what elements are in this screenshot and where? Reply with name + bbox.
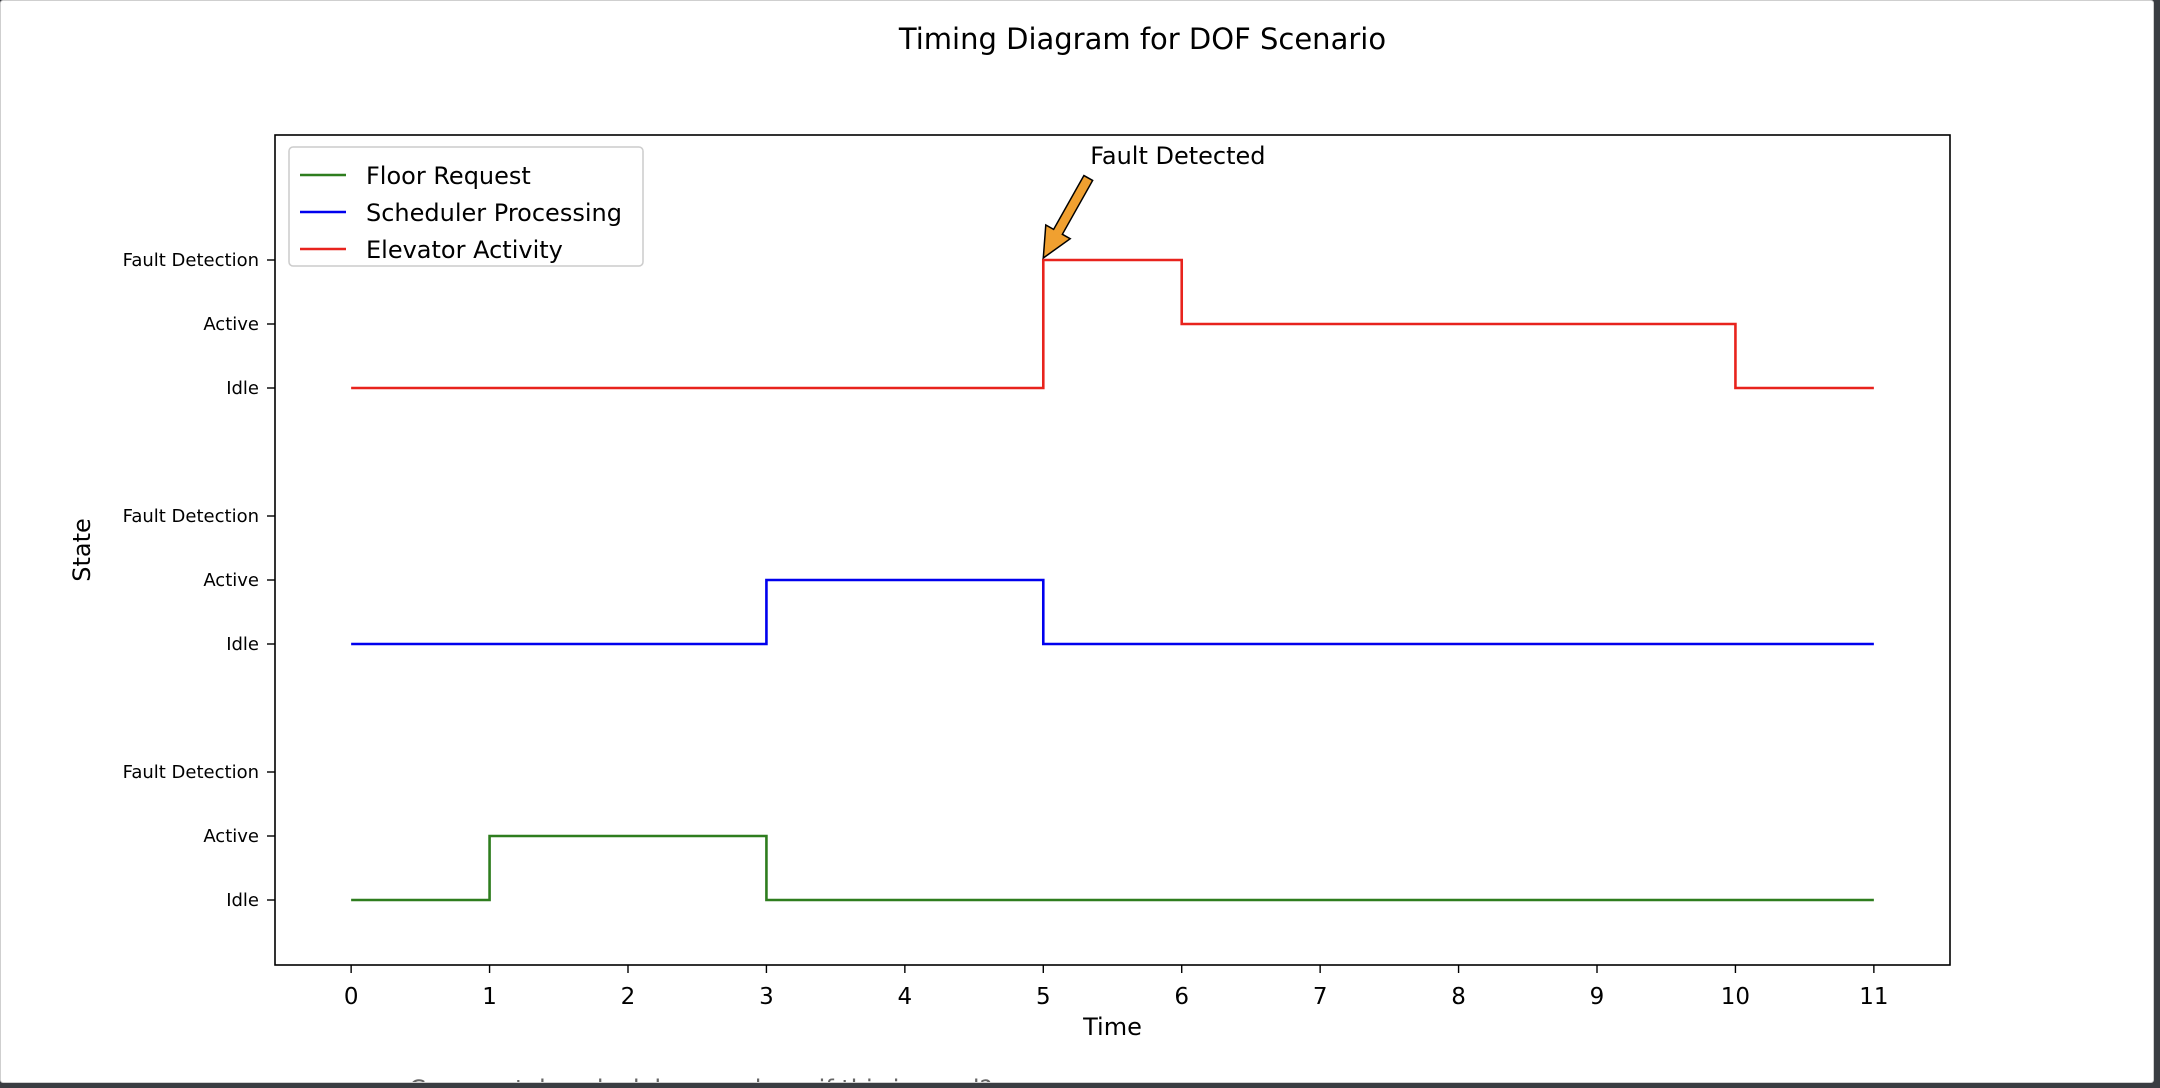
y-tick-label: Active xyxy=(203,314,259,335)
x-axis-label: Time xyxy=(1082,1013,1142,1041)
x-tick-label: 11 xyxy=(1859,984,1888,1010)
legend-label: Scheduler Processing xyxy=(366,199,622,227)
x-tick-label: 10 xyxy=(1721,984,1750,1010)
y-tick-label: Idle xyxy=(226,634,259,655)
y-tick-label: Fault Detection xyxy=(123,250,259,271)
y-axis-label: State xyxy=(68,518,96,582)
legend-label: Elevator Activity xyxy=(366,236,563,264)
x-tick-label: 2 xyxy=(621,984,636,1010)
y-tick-label: Active xyxy=(203,570,259,591)
x-tick-label: 3 xyxy=(759,984,774,1010)
series-line-elevator-activity xyxy=(351,258,1874,390)
x-tick-label: 9 xyxy=(1590,984,1605,1010)
background-message-text: Can you take a look here and see if this… xyxy=(409,1075,992,1082)
x-tick-label: 1 xyxy=(482,984,497,1010)
y-tick-label: Fault Detection xyxy=(123,506,259,527)
x-tick-label: 7 xyxy=(1313,984,1328,1010)
chart-title: Timing Diagram for DOF Scenario xyxy=(898,22,1386,56)
x-tick-label: 4 xyxy=(898,984,913,1010)
x-tick-label: 8 xyxy=(1451,984,1466,1010)
series-line-floor-request xyxy=(351,834,1874,902)
y-tick-label: Active xyxy=(203,826,259,847)
y-tick-label: Idle xyxy=(226,890,259,911)
annotation-arrow xyxy=(1042,174,1094,260)
series-line-scheduler-processing xyxy=(351,578,1874,646)
annotation-text: Fault Detected xyxy=(1090,142,1265,170)
y-tick-label: Fault Detection xyxy=(123,762,259,783)
legend-label: Floor Request xyxy=(366,162,531,190)
legend-box xyxy=(288,146,644,267)
x-tick-label: 5 xyxy=(1036,984,1051,1010)
y-tick-label: Idle xyxy=(226,378,259,399)
x-tick-label: 6 xyxy=(1174,984,1189,1010)
x-tick-label: 0 xyxy=(344,984,359,1010)
plot-frame xyxy=(274,134,1951,966)
